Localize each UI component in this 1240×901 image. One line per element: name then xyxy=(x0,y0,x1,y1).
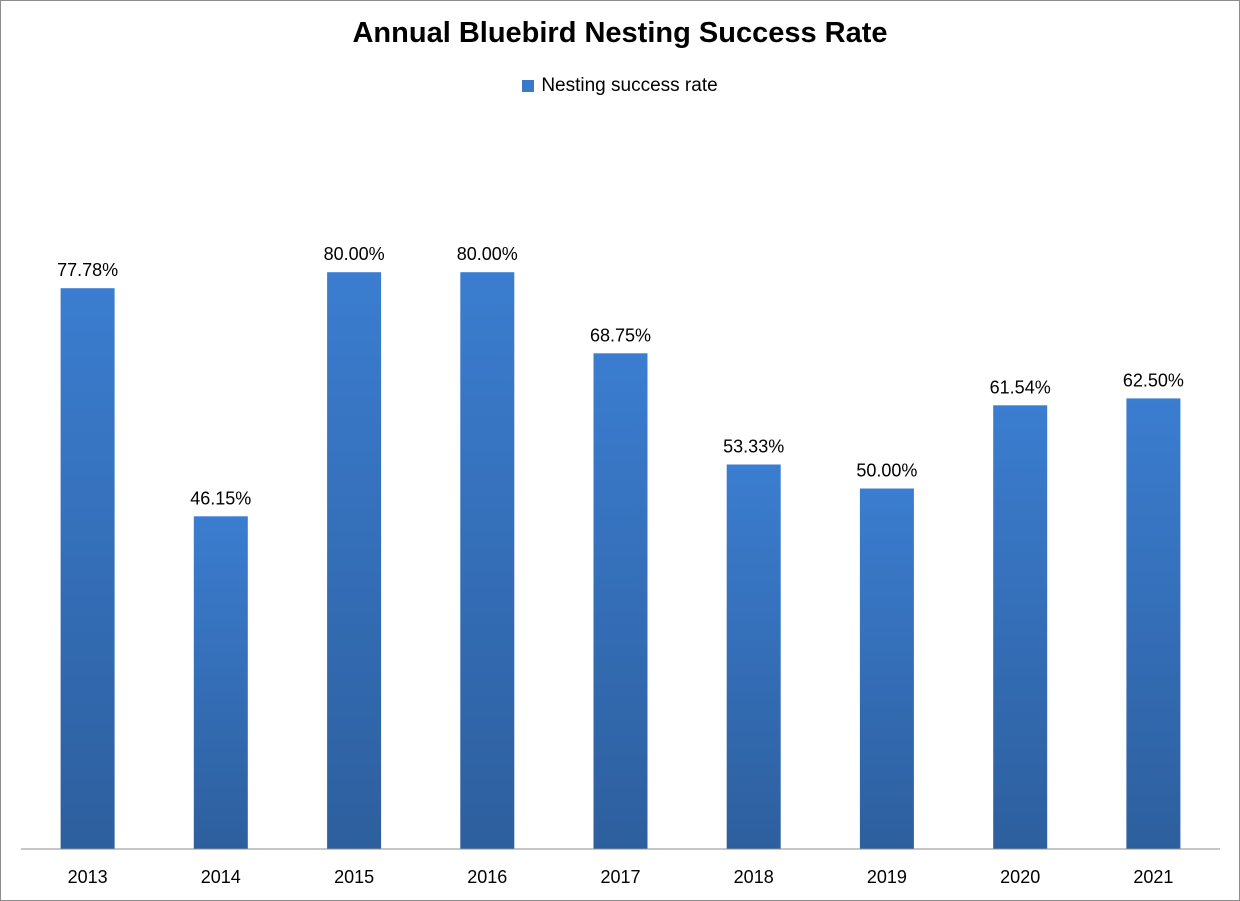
bar-2017 xyxy=(593,353,648,849)
bar-2018 xyxy=(726,464,781,849)
legend-label: Nesting success rate xyxy=(541,75,718,96)
bar-2020 xyxy=(993,405,1048,849)
x-tick-label-2015: 2015 xyxy=(334,867,374,887)
bar-2015 xyxy=(327,272,382,849)
x-tick-label-2021: 2021 xyxy=(1133,867,1173,887)
x-tick-label-2019: 2019 xyxy=(867,867,907,887)
legend: Nesting success rate xyxy=(1,75,1239,97)
x-tick-label-2014: 2014 xyxy=(201,867,241,887)
data-label-2020: 61.54% xyxy=(990,377,1051,397)
bar-2014 xyxy=(193,516,248,849)
data-label-2013: 77.78% xyxy=(57,260,118,280)
bar-2016 xyxy=(460,272,515,849)
data-label-2018: 53.33% xyxy=(723,437,784,457)
x-tick-label-2013: 2013 xyxy=(68,867,108,887)
data-label-2015: 80.00% xyxy=(324,244,385,264)
data-label-2017: 68.75% xyxy=(590,325,651,345)
x-tick-label-2016: 2016 xyxy=(467,867,507,887)
bar-2013 xyxy=(60,288,115,849)
x-tick-label-2018: 2018 xyxy=(734,867,774,887)
data-label-2014: 46.15% xyxy=(190,488,251,508)
data-label-2021: 62.50% xyxy=(1123,370,1184,390)
legend-swatch xyxy=(522,80,535,92)
chart-title: Annual Bluebird Nesting Success Rate xyxy=(352,17,888,49)
data-label-2016: 80.00% xyxy=(457,244,518,264)
x-tick-label-2017: 2017 xyxy=(600,867,640,887)
x-tick-label-2020: 2020 xyxy=(1000,867,1040,887)
data-label-2019: 50.00% xyxy=(856,461,917,481)
bar-2019 xyxy=(859,488,914,849)
bar-2021 xyxy=(1126,398,1181,849)
